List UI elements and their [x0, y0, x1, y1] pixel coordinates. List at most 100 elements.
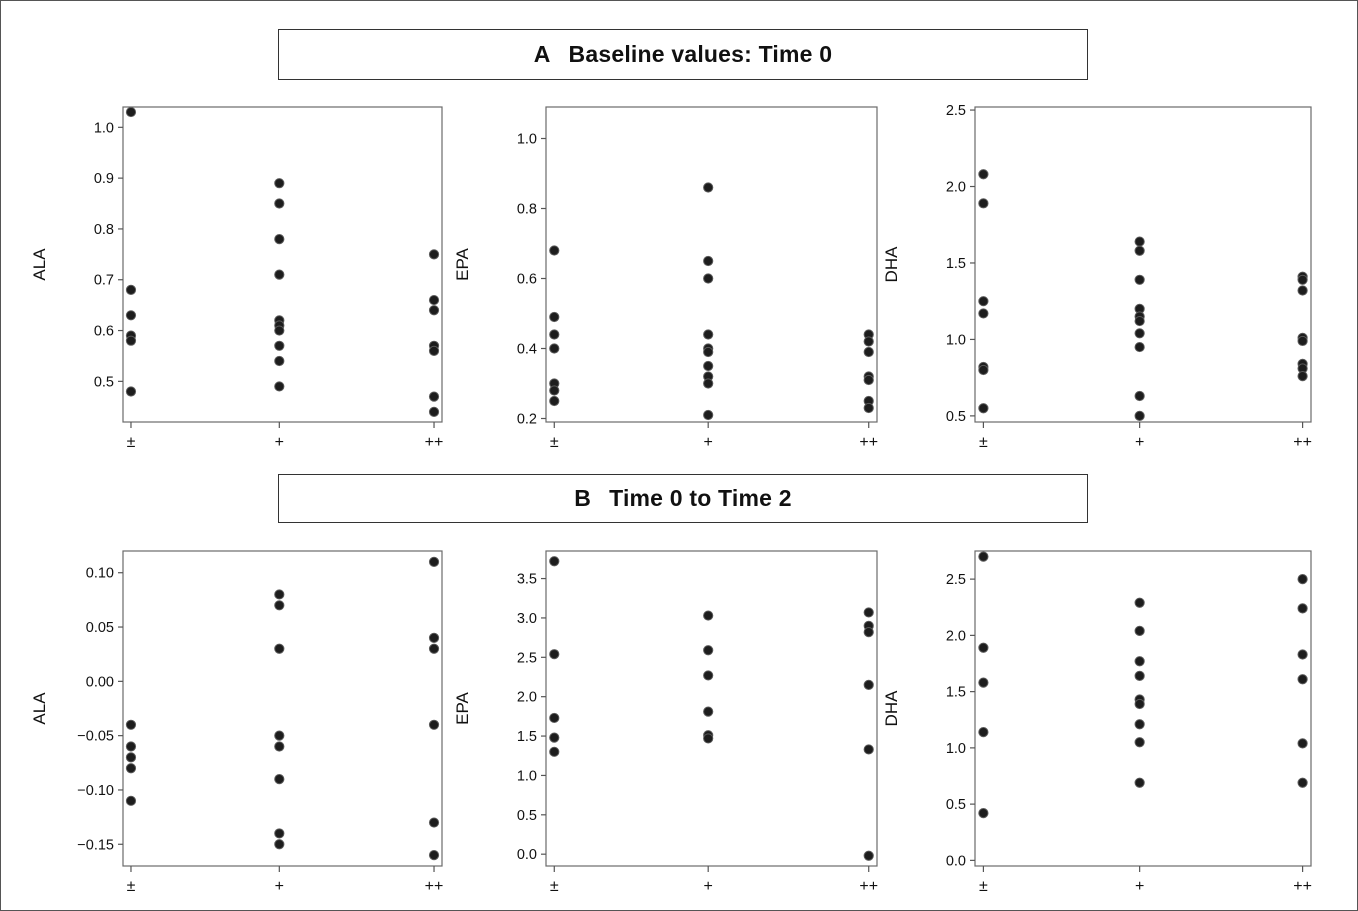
data-point [428, 345, 440, 356]
y-tick-label: 0.6 [517, 272, 537, 288]
data-point [1134, 390, 1145, 402]
y-tick-label: 3.0 [517, 611, 537, 627]
data-point [1134, 670, 1145, 681]
data-point [863, 402, 874, 414]
data-point [978, 198, 989, 209]
y-tick-label: 1.5 [946, 685, 966, 701]
x-tick-label: ± [127, 878, 136, 895]
data-point [978, 308, 989, 319]
data-point [978, 296, 989, 307]
section-a-banner: A Baseline values: Time 0 [278, 29, 1088, 80]
data-point [1297, 285, 1308, 296]
x-tick-label: ++ [1293, 434, 1312, 451]
section-b-letter: B [574, 485, 592, 511]
data-point [863, 679, 874, 690]
data-point [125, 284, 137, 296]
data-point [549, 329, 560, 340]
data-point [978, 169, 989, 180]
y-tick-label: 0.8 [94, 222, 114, 238]
data-point [428, 850, 440, 861]
x-tick-label: ++ [425, 434, 444, 451]
data-point [428, 305, 440, 316]
data-point [274, 325, 285, 336]
data-point [549, 746, 560, 757]
data-point [274, 730, 285, 741]
data-point [125, 763, 137, 774]
data-point [978, 642, 989, 653]
data-point [1134, 777, 1145, 788]
data-point [863, 607, 874, 618]
data-point [1297, 574, 1308, 585]
y-axis-label: ALA [30, 692, 49, 725]
data-point [703, 610, 714, 621]
data-point [978, 808, 989, 819]
y-tick-label: 0.4 [517, 342, 537, 358]
data-point [274, 828, 285, 839]
y-tick-label: 0.00 [86, 674, 114, 690]
data-point [125, 795, 137, 806]
y-tick-label: 0.10 [86, 566, 114, 582]
x-tick-label: ± [127, 434, 136, 451]
data-point [549, 311, 560, 323]
plot-frame [122, 106, 443, 423]
y-tick-label: −0.10 [77, 783, 114, 799]
x-tick-label: + [704, 878, 713, 895]
data-point [549, 649, 560, 660]
data-point [125, 719, 137, 730]
y-tick-label: 0.5 [946, 409, 966, 425]
data-point [1134, 315, 1145, 327]
data-point [549, 385, 560, 396]
x-tick-label: ± [979, 434, 988, 451]
data-point [428, 556, 440, 567]
x-tick-label: + [1135, 434, 1144, 451]
y-tick-label: 3.5 [517, 572, 537, 588]
section-a-letter: A [533, 41, 551, 67]
data-point [1134, 410, 1145, 421]
data-point [703, 360, 714, 372]
panel-b-epa: 0.00.51.01.52.02.53.03.5± + ++EPA [453, 550, 878, 895]
data-point [703, 273, 714, 284]
data-point [1297, 738, 1308, 749]
y-tick-label: 1.0 [946, 332, 966, 348]
y-tick-label: 1.5 [517, 729, 537, 745]
panel-b-dha: 0.00.51.01.52.02.5± + ++DHA [882, 550, 1312, 895]
y-tick-label: 0.2 [517, 412, 537, 428]
data-point [1297, 274, 1308, 285]
panel-a-dha: 0.51.01.52.02.5± + ++DHA [882, 103, 1312, 451]
data-point [978, 364, 989, 376]
data-point [274, 178, 285, 189]
y-tick-label: 2.0 [946, 180, 966, 196]
y-tick-label: 0.9 [94, 171, 114, 187]
x-tick-label: + [704, 434, 713, 451]
data-point [978, 727, 989, 738]
y-tick-label: 0.5 [946, 797, 966, 813]
data-point [863, 346, 874, 358]
data-point [1297, 674, 1308, 685]
data-point [274, 643, 285, 654]
data-point [1134, 245, 1145, 256]
y-axis-label: EPA [453, 691, 472, 724]
data-point [1134, 341, 1145, 353]
y-axis-label: DHA [882, 246, 901, 283]
data-point [978, 403, 989, 414]
data-point [1134, 236, 1145, 247]
y-tick-label: 1.5 [946, 256, 966, 272]
data-point [1134, 625, 1145, 636]
y-axis-label: EPA [453, 247, 472, 280]
data-point [978, 551, 989, 562]
data-point [428, 391, 440, 402]
data-point [274, 381, 285, 392]
data-point [274, 198, 285, 209]
data-point [1134, 274, 1145, 285]
y-tick-label: 1.0 [517, 768, 537, 784]
data-point [549, 343, 560, 354]
x-tick-label: ++ [1293, 878, 1312, 895]
data-point [703, 409, 714, 421]
y-tick-label: 0.0 [517, 847, 537, 863]
y-tick-label: 2.5 [946, 572, 966, 588]
data-point [549, 556, 560, 567]
y-tick-label: 0.7 [94, 273, 114, 289]
data-point [978, 677, 989, 688]
y-tick-label: 1.0 [946, 741, 966, 757]
x-tick-label: ++ [859, 434, 878, 451]
